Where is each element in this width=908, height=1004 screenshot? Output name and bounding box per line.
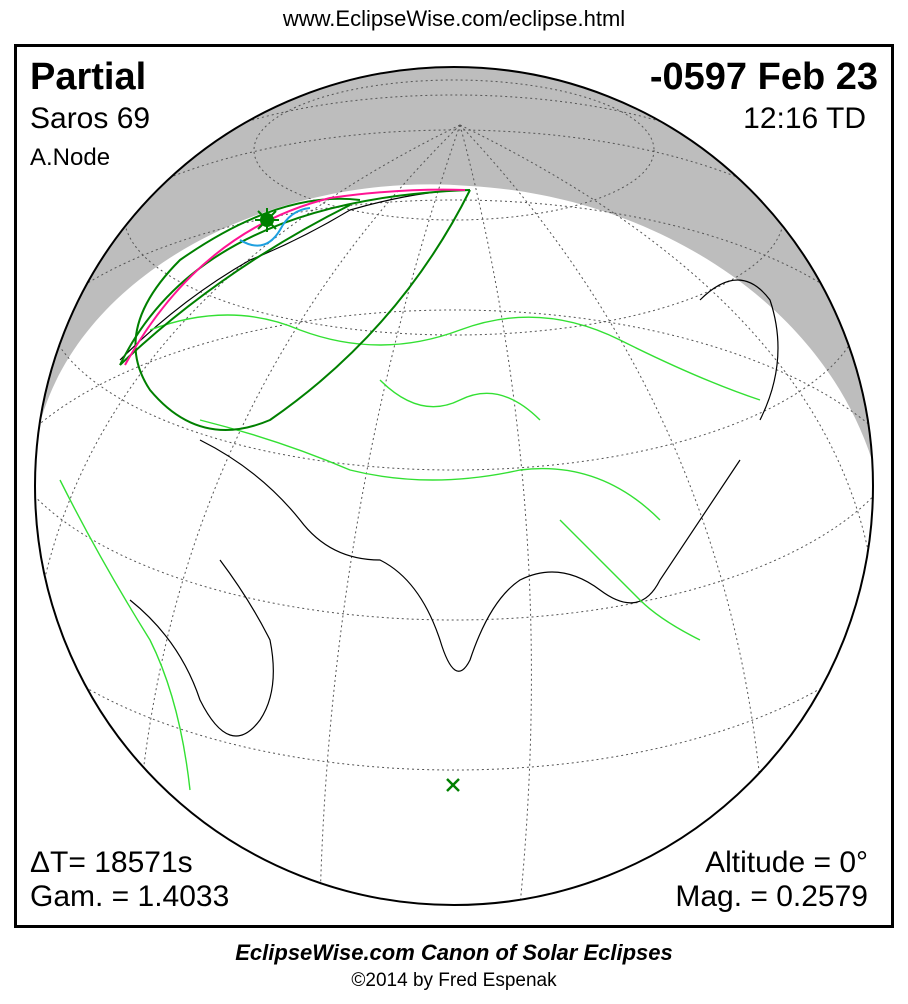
url-header: www.EclipseWise.com/eclipse.html [282,6,626,31]
eclipse-time: 12:16 TD [743,102,866,135]
saros-number: Saros 69 [30,102,151,135]
sub-solar-point-x-icon [446,778,460,792]
delta-t: ΔT= 18571s [30,846,193,879]
node-label: A.Node [30,144,111,171]
magnitude: Mag. = 0.2579 [675,880,868,913]
globe-map [34,66,874,906]
sunrise-curve [124,188,466,366]
penumbra-limit-outer [134,189,471,431]
copyright: ©2014 by Fred Espenak [351,970,557,991]
coastlines [119,189,779,737]
daylight-region [35,184,873,905]
political-borders [59,314,761,791]
globe-outline [34,66,874,906]
eclipse-curves [119,188,471,431]
canon-title: EclipseWise.com Canon of Solar Eclipses [235,940,673,965]
gamma: Gam. = 1.4033 [30,880,230,913]
max-eclipse-curve [239,207,311,247]
greatest-eclipse-star-icon [255,208,279,232]
eclipse-date: -0597 Feb 23 [649,56,878,98]
eclipse-type: Partial [30,56,147,98]
altitude: Altitude = 0° [705,846,868,879]
map-frame [14,44,894,928]
penumbra-limit-north [119,189,471,366]
penumbra-limit-inner [119,204,351,366]
